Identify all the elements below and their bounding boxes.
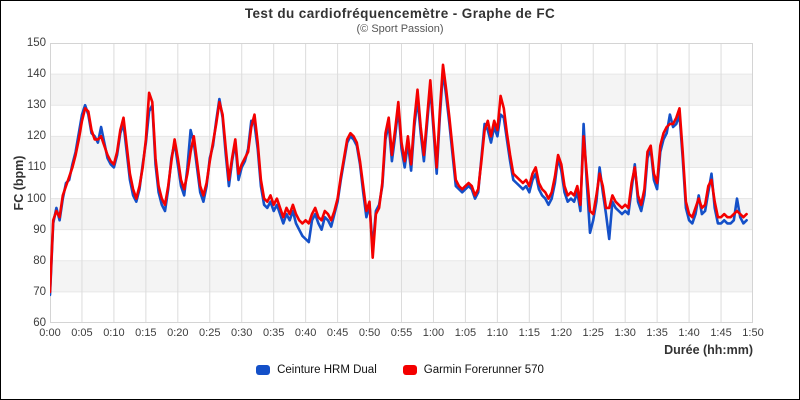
x-tick-label: 1:15: [518, 327, 541, 339]
x-tick-label: 0:05: [71, 327, 93, 339]
x-tick-label: 0:25: [199, 327, 221, 339]
x-axis-title: Durée (hh:mm): [664, 343, 753, 357]
x-tick-label: 0:45: [326, 327, 349, 339]
x-tick-label: 1:10: [486, 327, 509, 339]
y-tick-label: 140: [26, 68, 46, 81]
y-tick-label: 120: [26, 130, 46, 143]
y-tick-label: 70: [33, 285, 46, 298]
chart-title: Test du cardiofréquencemètre - Graphe de…: [244, 6, 556, 21]
x-tick-label: 0:50: [358, 327, 381, 339]
x-tick-label: 0:40: [294, 327, 317, 339]
x-tick-label: 1:05: [454, 327, 477, 339]
x-tick-label: 1:20: [550, 327, 572, 339]
x-tick-label: 1:50: [742, 327, 764, 339]
x-tick-label: 1:00: [422, 327, 445, 339]
garmin-series-marker-icon: [402, 365, 417, 375]
y-tick-label: 90: [33, 223, 46, 236]
x-tick-label: 1:25: [582, 327, 604, 339]
x-tick-label: 0:20: [167, 327, 189, 339]
legend: Ceinture HRM Dual Garmin Forerunner 570: [1, 364, 799, 376]
x-tick-label: 1:40: [678, 327, 700, 339]
plot-area: [48, 42, 754, 324]
garmin-series-line: [48, 63, 748, 294]
x-tick-label: 0:10: [103, 327, 125, 339]
legend-label-garmin: Garmin Forerunner 570: [423, 364, 544, 376]
x-tick-label: 0:00: [39, 327, 61, 339]
y-tick-label: 60: [33, 317, 46, 329]
y-tick-label: 130: [26, 99, 46, 112]
x-tick-label: 1:35: [646, 327, 668, 339]
x-tick-label: 1:30: [614, 327, 636, 339]
y-tick-label: 100: [26, 192, 46, 205]
x-tick-label: 0:35: [262, 327, 285, 339]
heart-rate-line-chart: [48, 42, 754, 324]
x-tick-label: 1:45: [710, 327, 732, 339]
y-tick-label: 110: [27, 161, 46, 174]
hrm-dual-series-marker-icon: [256, 365, 271, 375]
legend-item-hrm-dual: Ceinture HRM Dual: [256, 364, 377, 376]
y-tick-label: 150: [26, 37, 46, 49]
y-tick-label: 80: [33, 254, 46, 267]
x-tick-label: 0:55: [390, 327, 413, 339]
y-axis-title: FC (bpm): [12, 155, 26, 211]
chart-subtitle: (© Sport Passion): [356, 23, 444, 35]
x-tick-label: 0:30: [231, 327, 253, 339]
legend-label-hrm-dual: Ceinture HRM Dual: [277, 364, 377, 376]
x-tick-label: 0:15: [135, 327, 157, 339]
legend-item-garmin: Garmin Forerunner 570: [402, 364, 544, 376]
